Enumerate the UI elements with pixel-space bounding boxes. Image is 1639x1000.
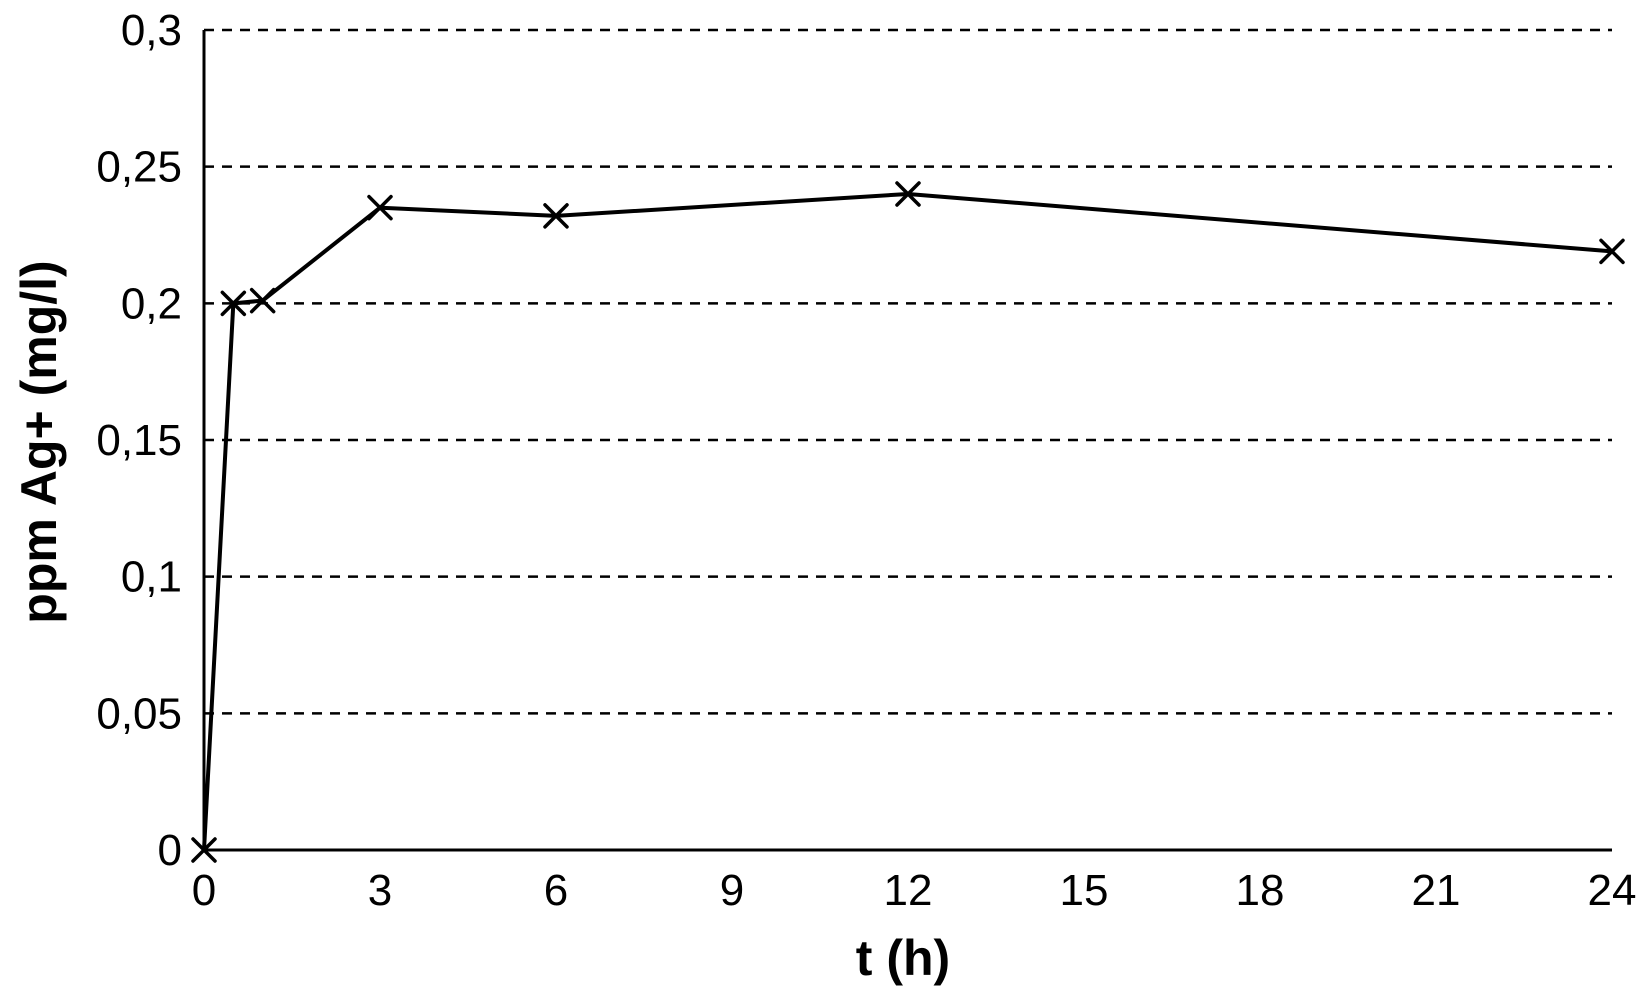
data-point-marker [543,203,569,229]
x-tick-label: 12 [884,866,933,915]
x-tick-label: 18 [1236,866,1285,915]
data-point-marker [191,837,217,863]
x-tick-labels: 0 3 6 9 12 15 18 21 24 [192,866,1637,915]
x-tick-label: 6 [544,866,568,915]
data-point-marker [249,287,276,314]
gridlines [204,28,1612,715]
data-point-marker [1599,238,1625,265]
x-tick-label: 24 [1588,866,1637,915]
x-tick-label: 15 [1060,866,1109,915]
y-tick-label: 0,15 [96,416,182,465]
data-point-marker [220,290,247,317]
y-tick-label: 0,05 [96,689,182,738]
x-axis-title: t (h) [856,930,950,986]
data-point-marker [367,194,393,221]
x-tick-label: 21 [1412,866,1461,915]
y-tick-labels: 0 0,05 0,1 0,15 0,2 0,25 0,3 [96,6,182,875]
y-tick-label: 0,3 [121,6,182,55]
series-line [202,192,1613,851]
x-tick-label: 9 [720,866,744,915]
y-axis-title: ppm Ag+ (mg/l) [11,260,67,623]
axes [202,30,1612,852]
y-tick-label: 0 [158,826,182,875]
y-tick-label: 0,2 [121,279,182,328]
x-tick-label: 0 [192,866,216,915]
data-point-marker [895,181,921,207]
y-tick-label: 0,1 [121,553,182,602]
x-tick-label: 3 [368,866,392,915]
data-series [191,181,1625,863]
y-tick-label: 0,25 [96,143,182,192]
